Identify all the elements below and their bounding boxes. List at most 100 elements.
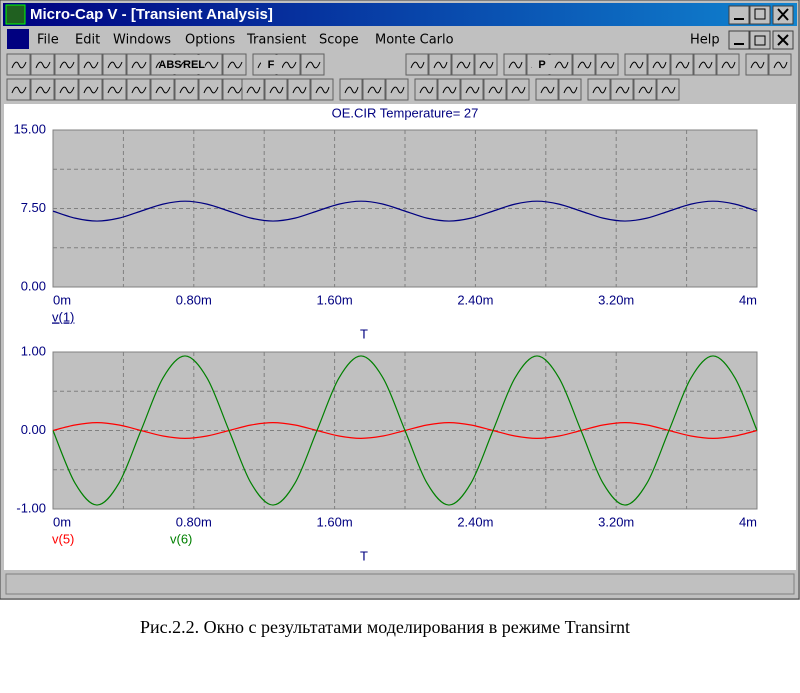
tool-label[interactable]: REL	[183, 59, 205, 71]
tool-icon	[773, 61, 788, 69]
tool-button[interactable]	[656, 78, 680, 101]
tool-button[interactable]	[474, 53, 498, 76]
tool-icon	[83, 61, 99, 69]
tool-button[interactable]	[437, 78, 461, 101]
menu-item[interactable]: Windows	[113, 33, 171, 48]
tool-button[interactable]	[503, 53, 527, 76]
tool-button[interactable]	[264, 78, 288, 101]
y-tick-label: 0.00	[21, 422, 46, 437]
app-icon	[5, 4, 26, 25]
menu-item[interactable]: File	[37, 33, 59, 48]
tool-icon	[269, 86, 284, 94]
tool-icon	[179, 86, 195, 94]
legend-entry[interactable]: v(1)	[52, 309, 74, 324]
tool-button[interactable]	[506, 78, 530, 101]
menu-item[interactable]: Help	[690, 33, 720, 48]
tool-icon	[456, 61, 471, 69]
tool-button[interactable]	[647, 53, 671, 76]
tool-button[interactable]	[633, 78, 657, 101]
tool-button[interactable]	[535, 78, 559, 101]
tool-button[interactable]	[184, 55, 205, 74]
y-tick-label: 0.00	[21, 278, 46, 293]
tool-icon	[227, 86, 243, 94]
tool-icon	[107, 61, 123, 69]
tool-button[interactable]	[241, 78, 265, 101]
menu-item[interactable]: Scope	[319, 33, 359, 48]
x-tick-label: 1.60m	[317, 514, 353, 529]
tool-button[interactable]	[572, 53, 596, 76]
tool-button[interactable]	[483, 78, 507, 101]
tool-button[interactable]	[624, 53, 648, 76]
x-tick-label: 4m	[739, 514, 757, 529]
doc-icon	[7, 29, 29, 49]
tool-button[interactable]	[745, 53, 769, 76]
menu-item[interactable]: Edit	[75, 33, 100, 48]
tool-icon	[203, 61, 219, 69]
mdi-restore[interactable]	[749, 30, 771, 50]
tool-icon	[131, 61, 147, 69]
tool-button[interactable]	[549, 53, 573, 76]
tool-button[interactable]	[587, 78, 611, 101]
series-line	[52, 200, 758, 222]
tool-button[interactable]	[451, 53, 475, 76]
tool-icon	[563, 86, 578, 94]
tool-icon	[479, 61, 494, 69]
tool-icon	[508, 61, 523, 69]
x-tick-label: 0.80m	[176, 292, 212, 307]
tool-button[interactable]	[558, 78, 582, 101]
tool-icon	[577, 61, 592, 69]
tool-button[interactable]	[385, 78, 409, 101]
tool-button[interactable]	[261, 55, 282, 74]
tool-icon	[315, 86, 330, 94]
tool-button[interactable]	[670, 53, 694, 76]
tool-button[interactable]	[595, 53, 619, 76]
tool-button[interactable]	[414, 78, 438, 101]
tool-icon	[155, 86, 171, 94]
legend-entry[interactable]: v(6)	[170, 531, 192, 546]
tool-icon	[661, 86, 676, 94]
x-axis-label: T	[360, 548, 368, 563]
mdi-buttons	[728, 30, 794, 50]
window-title: Micro-Cap V - [Transient Analysis]	[30, 6, 273, 23]
tool-button[interactable]	[405, 53, 429, 76]
series-line	[52, 355, 758, 506]
tool-icon	[246, 86, 261, 94]
tool-button[interactable]	[768, 53, 792, 76]
tool-button[interactable]	[532, 55, 553, 74]
tool-label[interactable]: ABS	[158, 59, 181, 71]
toolbars: ABS REL F P	[6, 53, 792, 101]
x-axis-label: T	[360, 326, 368, 341]
menu-item[interactable]: Monte Carlo	[375, 33, 454, 48]
tool-button[interactable]	[460, 78, 484, 101]
tool-icon	[600, 61, 615, 69]
tool-icon	[107, 86, 123, 94]
icon	[777, 8, 789, 21]
menu-item[interactable]: Options	[185, 33, 235, 48]
icon	[754, 35, 766, 46]
legend-entry[interactable]: v(5)	[52, 531, 74, 546]
mdi-minimize[interactable]	[728, 30, 750, 50]
x-tick-label: 4m	[739, 292, 757, 307]
menu-item[interactable]: Transient	[246, 33, 306, 48]
tool-button[interactable]	[362, 78, 386, 101]
tool-button[interactable]	[339, 78, 363, 101]
tool-icon	[615, 86, 630, 94]
tool-button[interactable]	[428, 53, 452, 76]
tool-label[interactable]: F	[268, 59, 275, 71]
x-tick-label: 0.80m	[176, 514, 212, 529]
tool-button[interactable]	[610, 78, 634, 101]
tool-button[interactable]	[716, 53, 740, 76]
tool-button[interactable]	[287, 78, 311, 101]
tool-icon	[305, 61, 321, 69]
tool-icon	[390, 86, 405, 94]
tool-button[interactable]	[310, 78, 334, 101]
icon	[777, 34, 789, 46]
charts: OE.CIR Temperature= 27 0m 0.80m 1.60m 2.40m 3…	[13, 105, 758, 563]
minimize-button[interactable]	[728, 5, 750, 25]
tool-button[interactable]	[693, 53, 717, 76]
tool-label[interactable]: P	[538, 59, 545, 71]
tool-icon	[511, 86, 526, 94]
tool-button[interactable]	[160, 55, 181, 74]
tool-icon	[721, 61, 736, 69]
